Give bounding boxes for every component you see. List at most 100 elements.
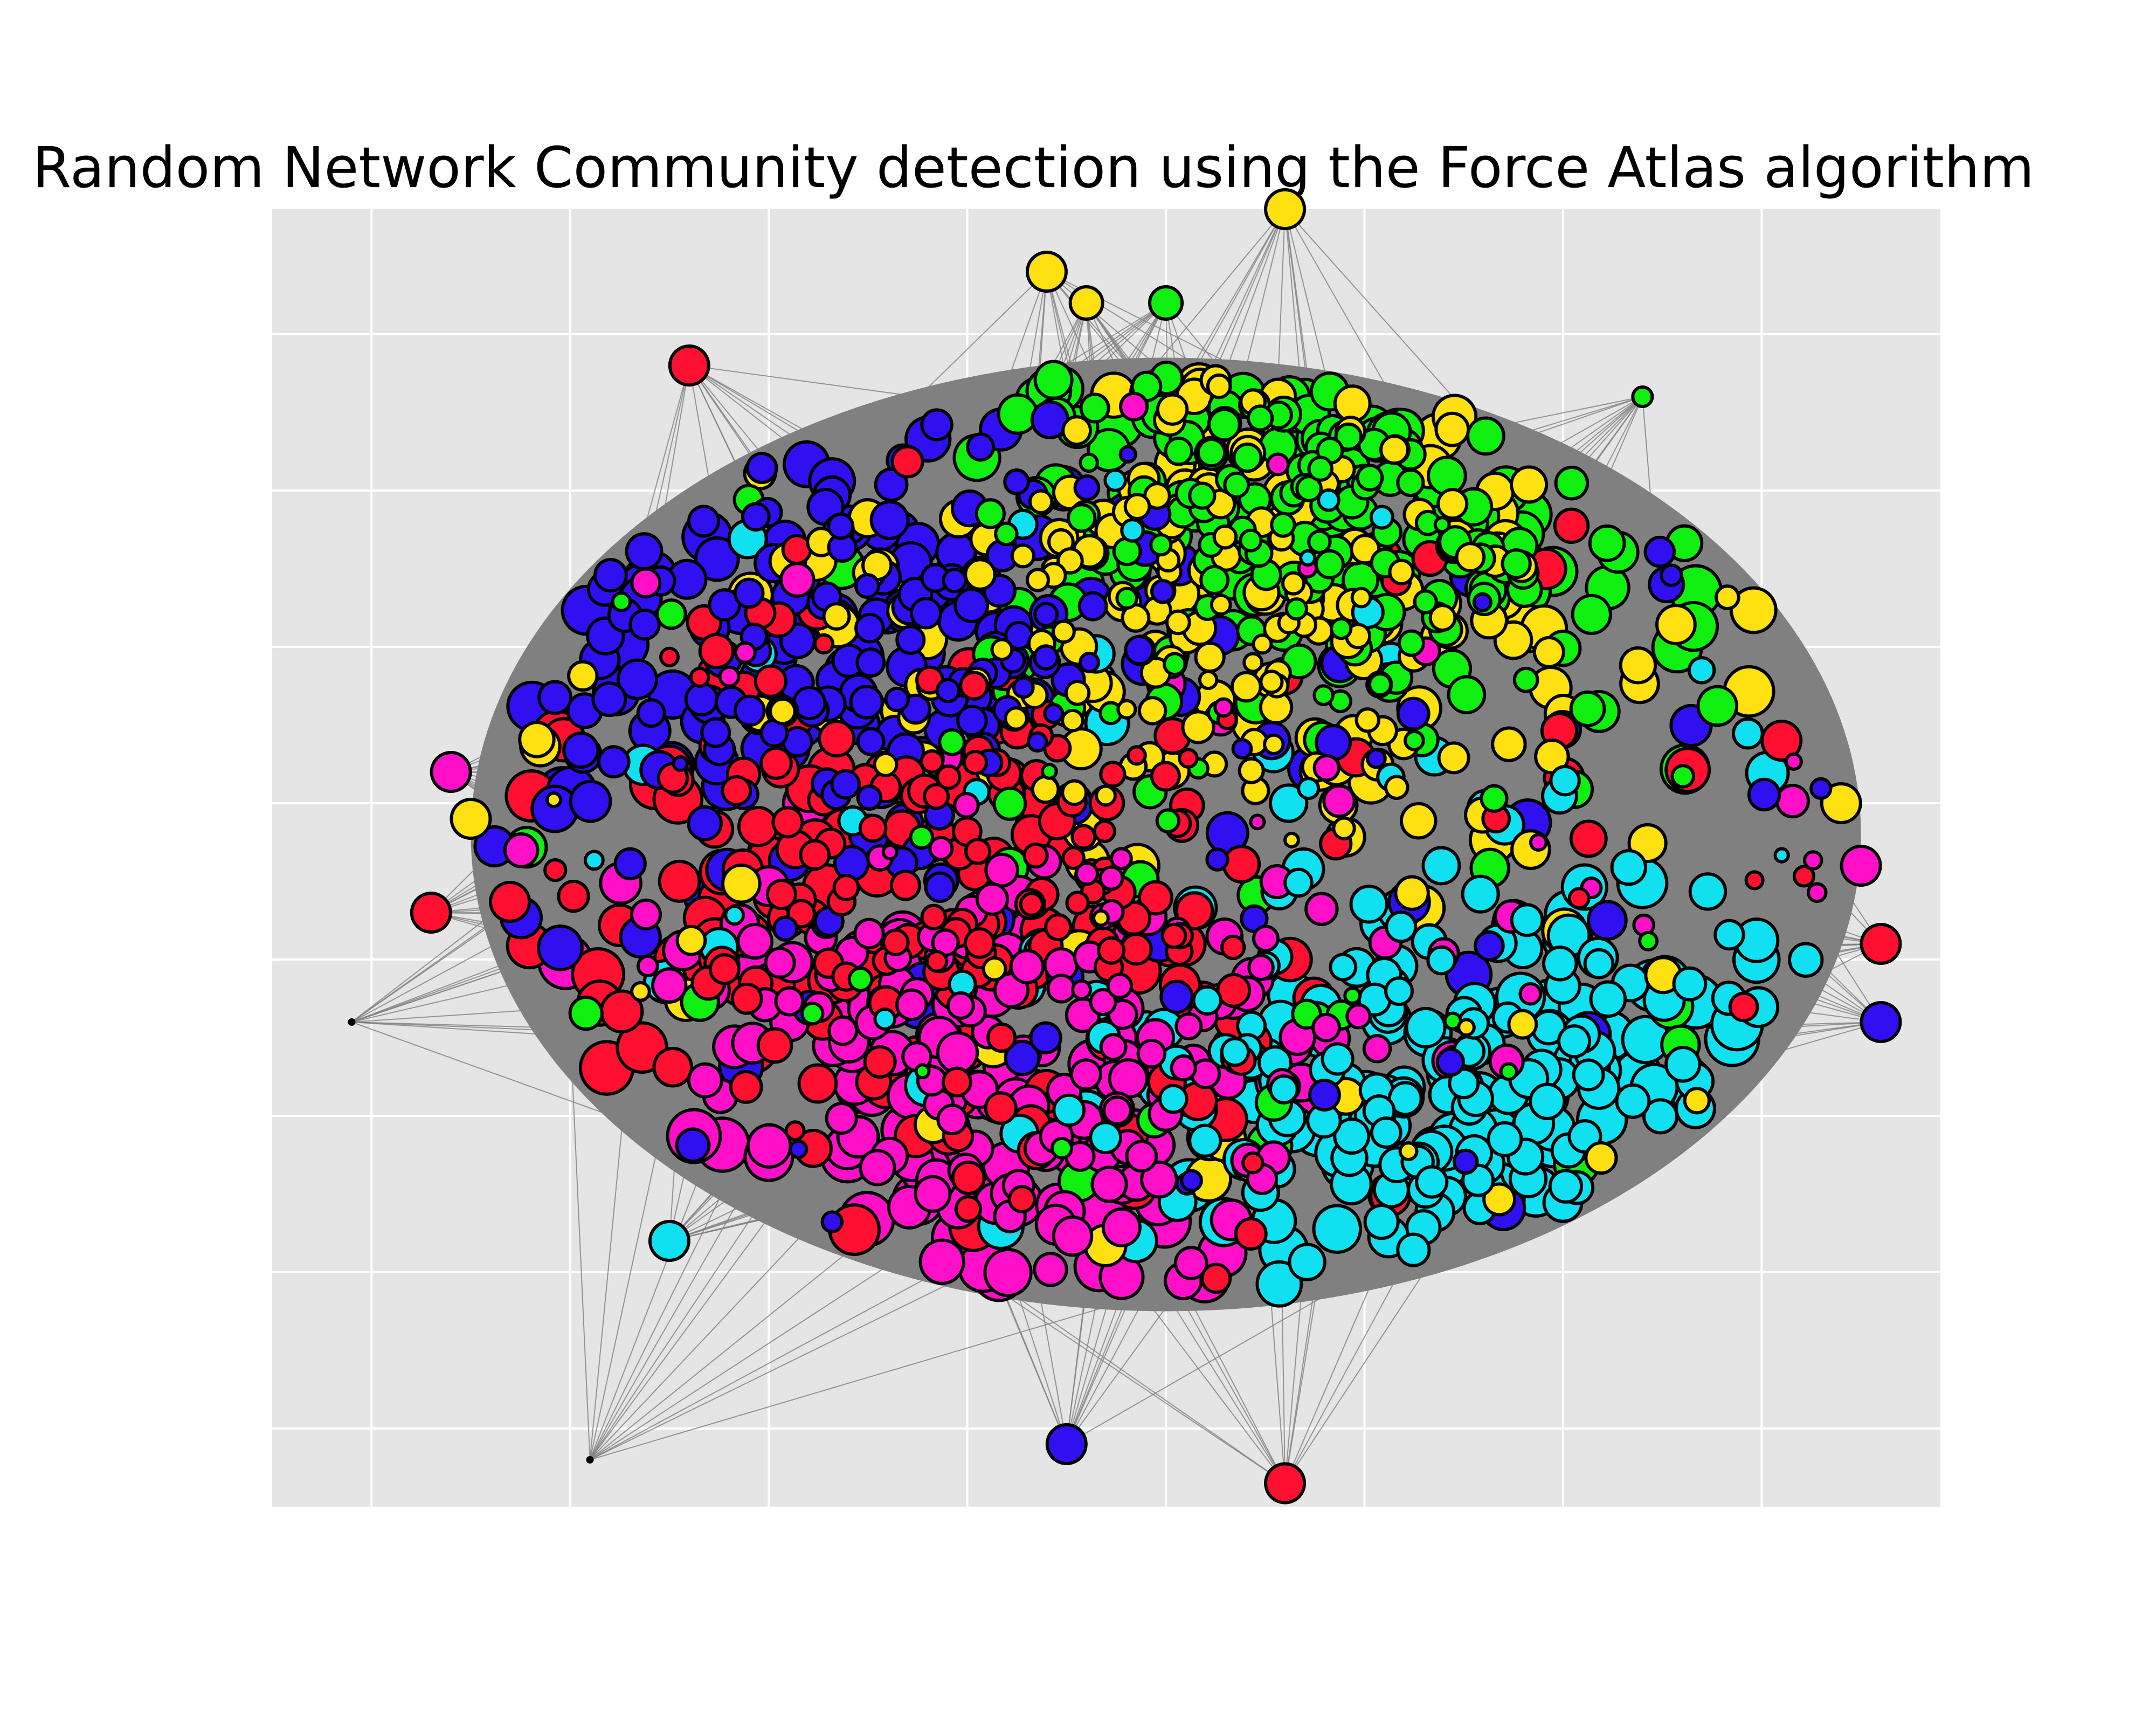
network-node <box>1367 672 1392 697</box>
network-node <box>1532 636 1565 668</box>
network-node <box>1840 845 1882 887</box>
network-node <box>765 879 798 910</box>
network-node <box>1067 503 1097 533</box>
network-node <box>1239 528 1263 553</box>
network-node <box>1070 824 1097 850</box>
network-node <box>884 686 910 713</box>
network-node <box>1643 535 1676 568</box>
network-node <box>1136 1038 1167 1069</box>
network-node <box>1474 930 1505 962</box>
network-node <box>1461 874 1500 914</box>
network-node <box>597 745 631 779</box>
network-node <box>1288 1243 1326 1281</box>
network-node <box>1619 646 1657 685</box>
network-node <box>1010 543 1036 569</box>
network-node <box>489 880 531 923</box>
network-node <box>1051 619 1076 644</box>
network-node <box>1046 974 1076 1004</box>
network-node <box>616 658 659 700</box>
network-node <box>648 1220 690 1262</box>
network-node <box>1138 880 1173 916</box>
network-node <box>1788 942 1824 978</box>
network-node <box>1079 392 1110 424</box>
network-node <box>1295 475 1323 502</box>
network-node <box>1307 456 1333 482</box>
network-node <box>1170 1054 1197 1082</box>
network-node <box>895 988 928 1022</box>
network-node <box>1466 416 1505 456</box>
network-node <box>1379 434 1410 465</box>
network-node <box>1369 505 1394 530</box>
chart-title: Random Network Community detection using… <box>32 135 2035 201</box>
network-node <box>855 647 886 678</box>
network-node <box>630 567 662 599</box>
network-node <box>951 1160 986 1195</box>
network-node <box>1200 1262 1232 1294</box>
network-node <box>668 344 710 387</box>
network-node <box>672 755 689 772</box>
network-node <box>568 996 604 1031</box>
network-node <box>881 844 899 861</box>
network-node <box>1455 542 1486 572</box>
network-node <box>1158 1084 1188 1114</box>
network-node <box>1247 404 1274 432</box>
network-node <box>847 967 874 992</box>
network-node <box>1174 1012 1203 1040</box>
network-node <box>830 769 861 800</box>
network-node <box>1297 777 1321 801</box>
network-node <box>1333 1117 1371 1155</box>
network-node <box>1123 493 1151 520</box>
network-node <box>895 625 926 656</box>
network-node <box>966 432 996 462</box>
network-node <box>1269 1074 1299 1105</box>
network-node <box>1050 1136 1074 1160</box>
network-node <box>1664 1046 1702 1083</box>
network-node <box>1670 764 1696 789</box>
network-node <box>747 1123 792 1169</box>
network-node <box>1775 784 1810 819</box>
network-node <box>1061 708 1084 733</box>
network-node <box>1126 745 1147 766</box>
network-node <box>920 408 953 441</box>
network-node <box>1355 707 1380 733</box>
network-node <box>1860 923 1902 965</box>
network-node <box>1069 1058 1102 1091</box>
network-node <box>658 859 701 903</box>
network-node <box>1120 518 1145 543</box>
network-node <box>1212 524 1238 550</box>
network-node <box>1330 617 1353 640</box>
network-node <box>849 685 884 720</box>
network-node <box>1569 819 1608 858</box>
network-node <box>1031 775 1060 804</box>
network-node <box>759 747 793 780</box>
network-node <box>1022 843 1049 869</box>
network-node <box>1571 594 1612 635</box>
network-node <box>1426 945 1456 976</box>
network-node <box>1181 710 1215 744</box>
network-node <box>789 1139 808 1160</box>
network-node <box>1156 393 1189 426</box>
network-node <box>675 924 707 956</box>
network-node <box>956 705 988 737</box>
network-node <box>1012 676 1035 699</box>
network-node <box>721 863 762 904</box>
network-node <box>348 1018 356 1026</box>
network-node <box>1061 415 1093 446</box>
network-node <box>611 591 632 612</box>
node-layer <box>348 188 1902 1505</box>
network-node <box>652 1046 693 1088</box>
network-node <box>655 598 687 630</box>
edge <box>556 734 591 1460</box>
network-node <box>1413 589 1438 615</box>
network-node <box>1029 1021 1062 1055</box>
network-node <box>813 633 835 655</box>
network-node <box>756 1027 793 1064</box>
network-node <box>1307 529 1332 554</box>
network-node <box>1415 1165 1449 1199</box>
network-node <box>410 892 452 934</box>
network-node <box>630 898 662 930</box>
network-node <box>1188 1123 1222 1158</box>
network-node <box>1044 913 1073 942</box>
network-node <box>708 953 741 985</box>
network-node <box>430 751 472 793</box>
